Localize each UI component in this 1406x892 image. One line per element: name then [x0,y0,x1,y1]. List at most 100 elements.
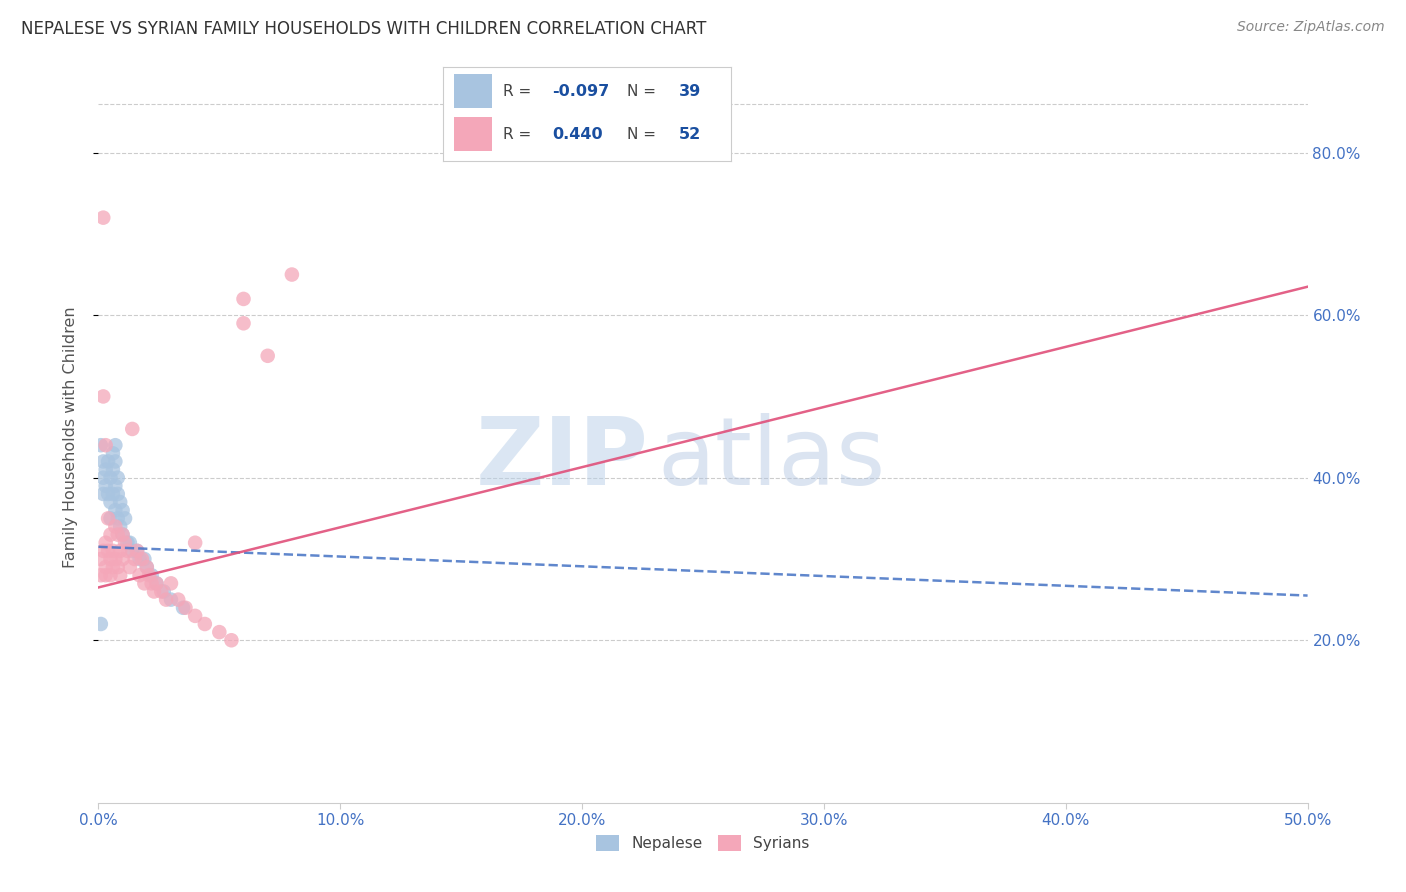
Text: 52: 52 [679,127,702,142]
Point [118,560,141,574]
Point [232,292,254,306]
Point [152,584,174,599]
Point [167,592,190,607]
Point [90,617,112,632]
Point [107,560,129,574]
Point [128,568,150,582]
Point [108,519,131,533]
Text: R =: R = [503,84,537,99]
Point [101,544,124,558]
Point [100,568,122,582]
Point [100,495,122,509]
Point [155,592,177,607]
Point [90,552,112,566]
Point [160,592,183,607]
Point [104,479,127,493]
Point [100,471,122,485]
Point [118,535,141,549]
Point [94,438,117,452]
Point [108,495,131,509]
Point [91,471,114,485]
Point [111,552,134,566]
Text: Source: ZipAtlas.com: Source: ZipAtlas.com [1237,20,1385,34]
Legend: Nepalese, Syrians: Nepalese, Syrians [591,830,815,857]
Point [221,633,243,648]
Point [172,600,194,615]
Point [124,552,146,566]
Point [150,584,173,599]
Point [104,454,127,468]
Point [117,535,139,549]
Point [101,487,124,501]
Point [134,552,156,566]
Point [94,560,117,574]
Point [104,552,127,566]
Point [194,617,217,632]
Point [94,479,117,493]
FancyBboxPatch shape [454,118,492,152]
Point [117,544,139,558]
Point [184,608,207,623]
Point [160,576,183,591]
Point [145,576,167,591]
Text: N =: N = [627,127,661,142]
Point [101,560,124,574]
Text: 0.440: 0.440 [553,127,603,142]
Point [107,487,129,501]
Point [107,527,129,541]
Point [143,584,166,599]
FancyBboxPatch shape [454,74,492,108]
Point [107,511,129,525]
Text: ZIP: ZIP [475,413,648,505]
Point [90,568,112,582]
Text: -0.097: -0.097 [553,84,610,99]
Point [121,544,143,558]
Point [94,462,117,476]
Point [94,535,117,549]
Point [97,454,120,468]
Point [91,211,114,225]
Point [208,625,231,640]
Point [111,527,134,541]
Point [135,560,157,574]
Point [232,316,254,330]
Point [127,544,149,558]
Point [134,576,156,591]
Point [97,511,120,525]
Point [94,568,117,582]
Point [100,552,122,566]
Text: R =: R = [503,127,537,142]
Point [107,471,129,485]
Text: 39: 39 [679,84,702,99]
Point [141,568,163,582]
Point [100,511,122,525]
Point [127,544,149,558]
Point [104,503,127,517]
Point [97,487,120,501]
Point [104,438,127,452]
Point [174,600,197,615]
Point [111,527,134,541]
Point [111,503,134,517]
Point [256,349,278,363]
Point [91,389,114,403]
Point [90,438,112,452]
Text: N =: N = [627,84,661,99]
Point [141,576,163,591]
Point [91,454,114,468]
Text: atlas: atlas [657,413,886,505]
Point [101,462,124,476]
Point [281,268,304,282]
Point [91,487,114,501]
Point [114,535,136,549]
Point [135,560,157,574]
Point [108,568,131,582]
Point [121,422,143,436]
Point [100,527,122,541]
Point [114,511,136,525]
Point [108,544,131,558]
Point [91,544,114,558]
Point [131,552,153,566]
Point [128,552,150,566]
Point [104,519,127,533]
